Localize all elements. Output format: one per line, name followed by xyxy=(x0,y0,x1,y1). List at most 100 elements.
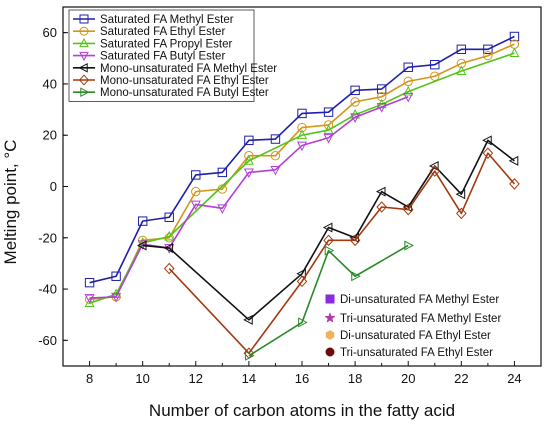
data-point xyxy=(84,297,95,308)
y-tick-label: -60 xyxy=(38,333,57,348)
data-point xyxy=(296,129,308,140)
data-point xyxy=(298,317,308,328)
data-point xyxy=(243,155,254,165)
legend2-label: Tri-unsaturated FA Ethyl Ester xyxy=(340,347,493,359)
data-point xyxy=(84,277,95,288)
series-layer xyxy=(84,31,520,361)
data-point xyxy=(217,204,228,214)
legend-bottom-right: Di-unsaturated FA Methyl Ester Tri-unsatu… xyxy=(324,294,501,359)
legend2-swatch-marker xyxy=(325,294,335,304)
legend-item: Mono-unsaturated FA Butyl Ester xyxy=(73,87,269,99)
data-point xyxy=(404,240,414,251)
data-point xyxy=(270,151,281,161)
y-tick-label: -20 xyxy=(38,230,57,245)
data-point xyxy=(191,186,201,197)
series-line xyxy=(89,35,515,284)
legend-swatch-marker xyxy=(80,87,90,98)
data-point xyxy=(483,44,493,55)
data-point xyxy=(243,314,253,325)
data-point xyxy=(456,207,467,220)
data-point xyxy=(509,178,520,190)
legend-item: Mono-unsaturated FA Methyl Ester xyxy=(73,63,277,75)
legend-box xyxy=(68,9,255,102)
y-axis-label: Melting point, °C xyxy=(1,140,20,265)
y-tick-label: 40 xyxy=(43,76,57,91)
legend-label: Mono-unsaturated FA Butyl Ester xyxy=(100,87,269,99)
data-point xyxy=(349,234,361,247)
data-point xyxy=(245,350,255,361)
series-6 xyxy=(245,240,414,361)
data-point xyxy=(137,240,148,250)
legend-label: Mono-unsaturated FA Methyl Ester xyxy=(100,63,277,75)
data-point xyxy=(430,59,440,70)
data-point xyxy=(456,44,467,55)
data-point xyxy=(322,222,333,233)
data-point xyxy=(456,65,467,75)
legend-label: Mono-unsaturated FA Ethyl Ester xyxy=(100,75,269,87)
data-point xyxy=(376,84,387,94)
legend-swatch-marker xyxy=(78,62,88,73)
data-point xyxy=(429,165,441,177)
data-point xyxy=(323,234,334,247)
y-tick-label: -40 xyxy=(38,282,57,297)
data-point xyxy=(351,271,361,282)
x-tick-label: 20 xyxy=(401,371,415,386)
legend-item: Saturated FA Propyl Ester xyxy=(73,37,232,50)
data-point xyxy=(137,216,148,226)
data-point xyxy=(163,262,175,275)
data-point xyxy=(296,275,308,288)
x-tick-label: 16 xyxy=(295,371,309,386)
legend2-swatch-marker xyxy=(325,347,335,357)
x-tick-label: 12 xyxy=(189,371,203,386)
x-tick-label: 24 xyxy=(507,371,521,386)
x-axis-label: Number of carbon atoms in the fatty acid xyxy=(149,401,455,420)
legend2-item: Tri-unsaturated FA Methyl Ester xyxy=(324,312,501,325)
legend-swatch-marker xyxy=(78,74,90,86)
legend2-label: Di-unsaturated FA Methyl Ester xyxy=(340,294,499,306)
data-point xyxy=(323,107,334,117)
data-point xyxy=(376,103,387,113)
legend-swatch-marker xyxy=(79,14,89,24)
data-point xyxy=(350,85,360,96)
x-tick-label: 10 xyxy=(135,371,149,386)
data-point xyxy=(297,108,307,119)
data-point xyxy=(376,201,387,213)
data-point xyxy=(323,120,334,130)
data-point xyxy=(111,292,122,303)
data-point xyxy=(244,151,254,161)
series-line xyxy=(142,139,515,321)
x-tick-label: 14 xyxy=(242,371,256,386)
series-4 xyxy=(136,135,519,325)
data-point xyxy=(243,168,254,179)
data-point xyxy=(84,294,95,304)
legend2-label: Di-unsaturated FA Ethyl Ester xyxy=(340,330,491,342)
data-point xyxy=(402,203,414,216)
legend2-item: Di-unsaturated FA Methyl Ester xyxy=(325,294,499,306)
legend-label: Saturated FA Propyl Ester xyxy=(100,38,232,50)
data-point xyxy=(164,212,174,222)
legend-item: Saturated FA Methyl Ester xyxy=(73,14,234,26)
data-point xyxy=(270,165,281,176)
series-line xyxy=(248,244,409,357)
data-point xyxy=(508,155,519,166)
data-point xyxy=(403,62,413,72)
data-point xyxy=(296,268,306,279)
series-3 xyxy=(84,92,414,304)
legend-label: Saturated FA Methyl Ester xyxy=(100,14,234,26)
data-point xyxy=(297,122,307,133)
data-point xyxy=(455,189,466,200)
data-point xyxy=(350,113,361,123)
series-line xyxy=(168,152,516,354)
data-point xyxy=(244,135,254,146)
data-point xyxy=(164,230,175,241)
data-point xyxy=(217,167,228,178)
legend2-item: Di-unsaturated FA Ethyl Ester xyxy=(325,330,491,342)
legend-item: Saturated FA Ethyl Ester xyxy=(73,26,225,38)
legend-label: Saturated FA Butyl Ester xyxy=(100,51,225,63)
data-point xyxy=(163,243,174,254)
data-point xyxy=(350,97,360,107)
legend2-item: Tri-unsaturated FA Ethyl Ester xyxy=(325,347,493,359)
data-point xyxy=(270,134,281,144)
